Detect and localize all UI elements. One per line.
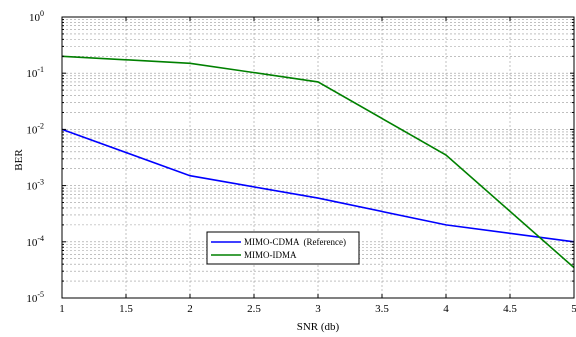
tick-labels: 1 1.5 2 2.5 3 3.5 4 4.5 5 100 10-1 10-2 10-3 10-4 10-5 <box>26 9 576 315</box>
legend-box <box>206 231 360 265</box>
x-tick-label: 2 <box>187 303 193 315</box>
axis-ticks <box>61 17 575 298</box>
legend-label-mimo-idma: MIMO-IDMA <box>244 250 297 260</box>
x-tick-label: 5 <box>571 303 576 315</box>
series-lines <box>61 55 575 269</box>
series-line-1 <box>61 55 575 269</box>
x-tick-label: 4 <box>443 303 449 315</box>
x-tick-label: 1 <box>59 303 65 315</box>
legend-label-mimo-cdma: MIMO-CDMA (Reference) <box>244 237 346 247</box>
y-tick-label: 10-4 <box>26 234 44 249</box>
x-axis-label: SNR (db) <box>297 321 340 333</box>
x-tick-label: 1.5 <box>119 303 133 315</box>
x-tick-label: 2.5 <box>247 303 261 315</box>
x-tick-label: 3 <box>315 303 321 315</box>
series-line-0 <box>61 128 575 243</box>
y-tick-label: 10-2 <box>26 121 44 136</box>
x-tick-label: 4.5 <box>503 303 517 315</box>
y-tick-label: 10-1 <box>26 65 44 80</box>
legend: MIMO-CDMA (Reference) MIMO-IDMA <box>206 231 360 265</box>
x-tick-label: 3.5 <box>375 303 389 315</box>
y-tick-label: 100 <box>29 9 44 24</box>
y-tick-label: 10-3 <box>26 178 44 193</box>
y-axis-label: BER <box>13 149 25 171</box>
y-tick-label: 10-5 <box>26 290 44 305</box>
